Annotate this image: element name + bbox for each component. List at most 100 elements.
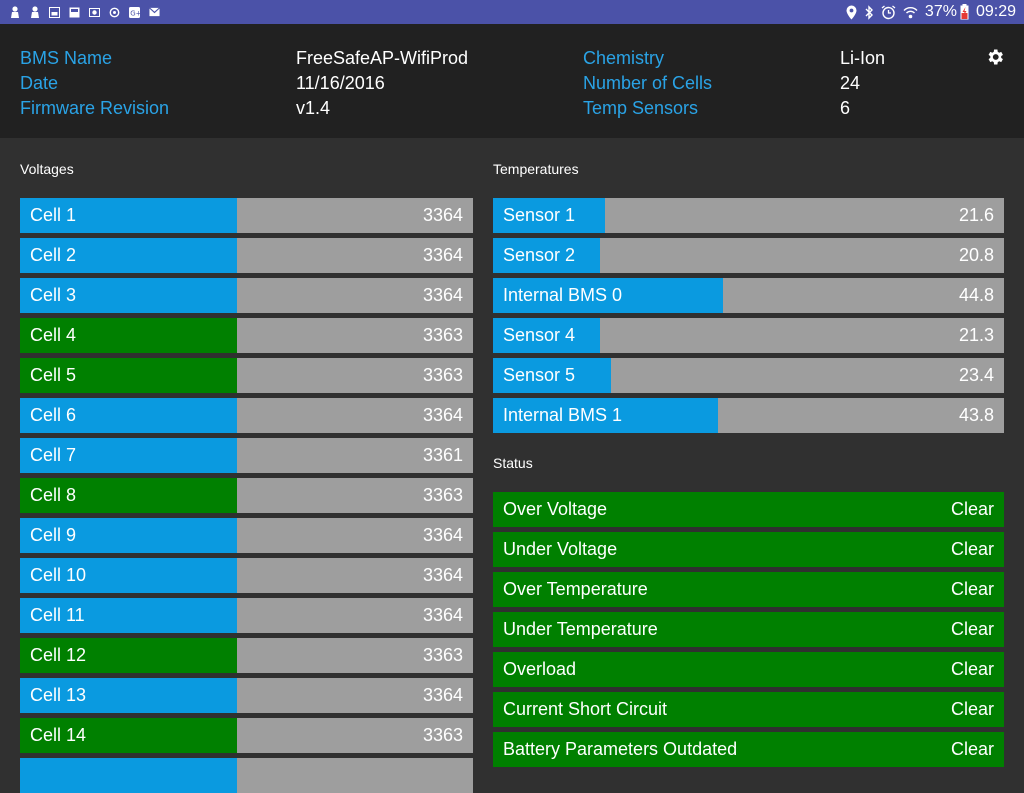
- cell-voltage-bar-fill: [20, 718, 238, 753]
- temperature-sensor-bar-fill: [493, 318, 601, 353]
- cell-voltage-bar-fill: [20, 598, 238, 633]
- cell-voltage-label: Cell 14: [30, 725, 87, 745]
- cell-voltage-bar-fill: [20, 278, 238, 313]
- status-row: Battery Parameters Outdated Clear: [493, 732, 1004, 767]
- temperature-sensor-bar: Sensor 1 21.6: [493, 198, 1004, 233]
- temperature-sensor-bar-fill: [493, 238, 601, 273]
- temperature-sensor-bar-fill: [493, 198, 606, 233]
- firmware-revision-value: v1.4: [296, 98, 331, 118]
- chemistry-value: Li-Ion: [840, 48, 886, 68]
- cell-voltage-label: Cell 6: [30, 405, 77, 425]
- status-bar: G+ 37% 09:29: [0, 0, 1024, 24]
- settings-button[interactable]: [983, 45, 1007, 69]
- date-label: Date: [20, 73, 59, 93]
- status-label: Over Temperature: [503, 579, 648, 599]
- cell-voltage-value: 3363: [422, 645, 463, 665]
- cell-voltage-value: 3364: [422, 405, 463, 425]
- cell-voltage-value: 3364: [422, 245, 463, 265]
- cell-voltage-bar: Cell 5 3363: [20, 358, 473, 393]
- image-icon: [49, 6, 60, 18]
- status-row: Under Temperature Clear: [493, 612, 1004, 647]
- cell-voltage-bar: Cell 8 3363: [20, 478, 473, 513]
- system-icons: 37% 09:29: [839, 3, 1016, 21]
- status-value: Clear: [950, 619, 994, 639]
- cell-voltage-bar: Cell 14 3363: [20, 718, 473, 753]
- cell-voltage-label: Cell 12: [30, 645, 87, 665]
- temperature-sensor-value: 43.8: [958, 405, 994, 425]
- cell-voltage-bar-fill: [20, 238, 238, 273]
- status-label: Overload: [503, 659, 577, 679]
- temperature-sensor-bar-fill: [493, 398, 718, 433]
- cell-voltage-value: 3363: [422, 725, 463, 745]
- status-value: Clear: [950, 699, 994, 719]
- cell-voltage-bar-fill: [20, 438, 237, 473]
- temperature-sensor-label: Internal BMS 0: [503, 285, 623, 305]
- status-value: Clear: [950, 499, 994, 519]
- cell-voltage-value: 3364: [422, 605, 463, 625]
- status-title: Status: [493, 455, 533, 471]
- cell-voltage-bar-fill: [20, 198, 238, 233]
- location-icon: [846, 5, 857, 20]
- notification-icons: G+: [9, 6, 169, 18]
- cell-voltage-label: Cell 4: [30, 325, 77, 345]
- temp-sensors-label: Temp Sensors: [583, 98, 699, 118]
- temperature-sensor-value: 21.6: [958, 205, 994, 225]
- chemistry-label: Chemistry: [583, 48, 665, 68]
- status-row: Over Voltage Clear: [493, 492, 1004, 527]
- cell-voltage-value: 3363: [422, 365, 463, 385]
- cell-voltage-value: 3364: [422, 525, 463, 545]
- temperature-sensor-label: Sensor 1: [503, 205, 576, 225]
- temperature-sensor-value: 44.8: [958, 285, 994, 305]
- number-of-cells-value: 24: [840, 73, 861, 93]
- cell-voltage-bar-fill: [20, 638, 238, 673]
- cell-voltage-label: Cell 9: [30, 525, 77, 545]
- cell-voltage-value: 3364: [422, 205, 463, 225]
- cell-voltage-label: Cell 8: [30, 485, 77, 505]
- mail-icon: [149, 7, 160, 18]
- cell-voltage-bar: Cell 11 3364: [20, 598, 473, 633]
- person-icon: [29, 6, 40, 18]
- cell-voltage-bar-fill: [20, 558, 238, 593]
- sync-icon: [109, 7, 120, 18]
- gallery-icon: [69, 7, 80, 18]
- temperature-sensor-bar-fill: [493, 358, 611, 393]
- temperature-sensor-value: 21.3: [958, 325, 994, 345]
- status-label: Current Short Circuit: [503, 699, 668, 719]
- cell-voltage-label: Cell 7: [30, 445, 77, 465]
- cell-voltage-bar: [20, 758, 473, 793]
- status-value: Clear: [950, 659, 994, 679]
- cell-voltage-bar-fill: [20, 758, 238, 793]
- clock: 09:29: [975, 3, 1016, 20]
- wifi-icon: [903, 6, 918, 19]
- status-label: Under Temperature: [503, 619, 658, 639]
- temperature-sensor-label: Sensor 5: [503, 365, 576, 385]
- svg-text:G+: G+: [130, 9, 140, 17]
- cell-voltage-label: Cell 1: [30, 205, 77, 225]
- temperatures-title: Temperatures: [493, 161, 579, 177]
- cell-voltage-bar-fill: [20, 318, 238, 353]
- cell-voltage-bar: Cell 4 3363: [20, 318, 473, 353]
- cell-voltage-bar: Cell 10 3364: [20, 558, 473, 593]
- cell-voltage-bar: Cell 3 3364: [20, 278, 473, 313]
- battery-icon: [960, 4, 969, 20]
- cell-voltage-bar: Cell 2 3364: [20, 238, 473, 273]
- status-label: Battery Parameters Outdated: [503, 739, 738, 759]
- status-label: Under Voltage: [503, 539, 618, 559]
- status-value: Clear: [950, 579, 994, 599]
- firmware-revision-label: Firmware Revision: [20, 98, 170, 118]
- voltages-title: Voltages: [20, 161, 74, 177]
- cell-voltage-label: Cell 3: [30, 285, 77, 305]
- google-plus-icon: G+: [129, 6, 140, 18]
- bms-info-header: BMS Name FreeSafeAP-WifiProd Date 11/16/…: [0, 24, 1024, 138]
- battery-percent: 37%: [924, 3, 957, 20]
- cell-voltage-label: Cell 11: [30, 605, 85, 625]
- temperature-sensor-bar: Sensor 2 20.8: [493, 238, 1004, 273]
- person-icon: [9, 6, 20, 18]
- cell-voltage-bar-fill: [20, 678, 238, 713]
- cell-voltage-value: 3363: [422, 485, 463, 505]
- status-value: Clear: [950, 539, 994, 559]
- cell-voltage-value: 3361: [422, 445, 463, 465]
- cell-voltage-label: Cell 13: [30, 685, 87, 705]
- cell-voltage-value: 3363: [422, 325, 463, 345]
- status-row: Overload Clear: [493, 652, 1004, 687]
